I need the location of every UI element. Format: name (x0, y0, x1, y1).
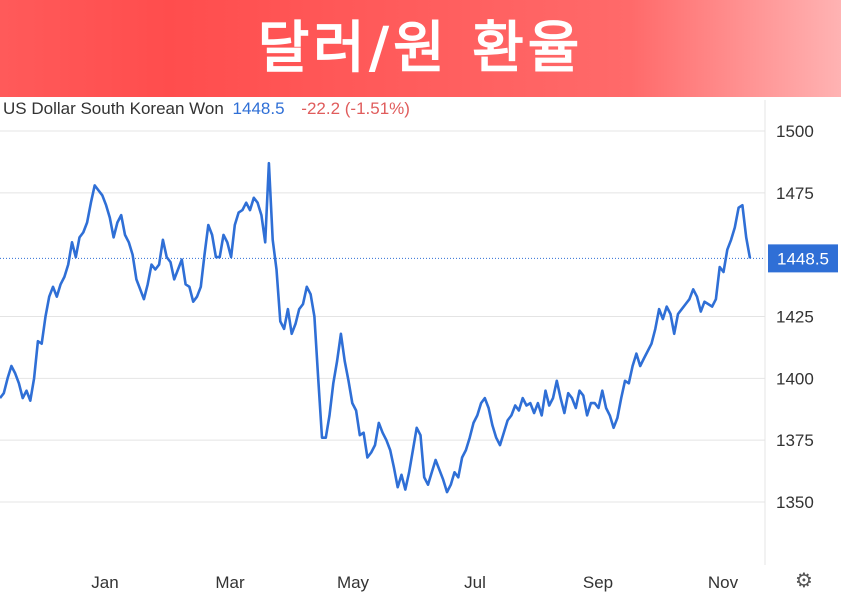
price-change: -22.2 (-1.51%) (301, 99, 410, 118)
price-series-line (0, 161, 752, 494)
quote-header: US Dollar South Korean Won 1448.5 -22.2 … (3, 99, 410, 119)
current-price-badge (768, 244, 838, 273)
instrument-price: 1448.5 (232, 99, 285, 118)
y-tick-label: 1500 (776, 122, 814, 141)
x-tick-label: Nov (708, 573, 739, 592)
title-banner: 달러/원 환율 (0, 0, 841, 97)
settings-gear-icon[interactable]: ⚙ (795, 570, 813, 592)
x-tick-label: Jan (91, 573, 118, 592)
x-tick-label: Mar (215, 573, 245, 592)
x-tick-label: Jul (464, 573, 486, 592)
x-tick-label: Sep (583, 573, 613, 592)
y-tick-label: 1425 (776, 308, 814, 327)
price-chart: 1500 1475 1425 1400 1375 1350 Jan Mar May Jul Sep… (0, 100, 838, 592)
x-tick-label: May (337, 573, 370, 592)
banner-title: 달러/원 환율 (257, 15, 584, 81)
y-tick-label: 1400 (776, 369, 814, 388)
y-tick-label: 1350 (776, 493, 814, 512)
instrument-name: US Dollar South Korean Won (3, 99, 224, 118)
y-tick-label: 1475 (776, 184, 814, 203)
y-tick-label: 1375 (776, 431, 814, 450)
current-price-label: 1448.5 (777, 249, 829, 268)
